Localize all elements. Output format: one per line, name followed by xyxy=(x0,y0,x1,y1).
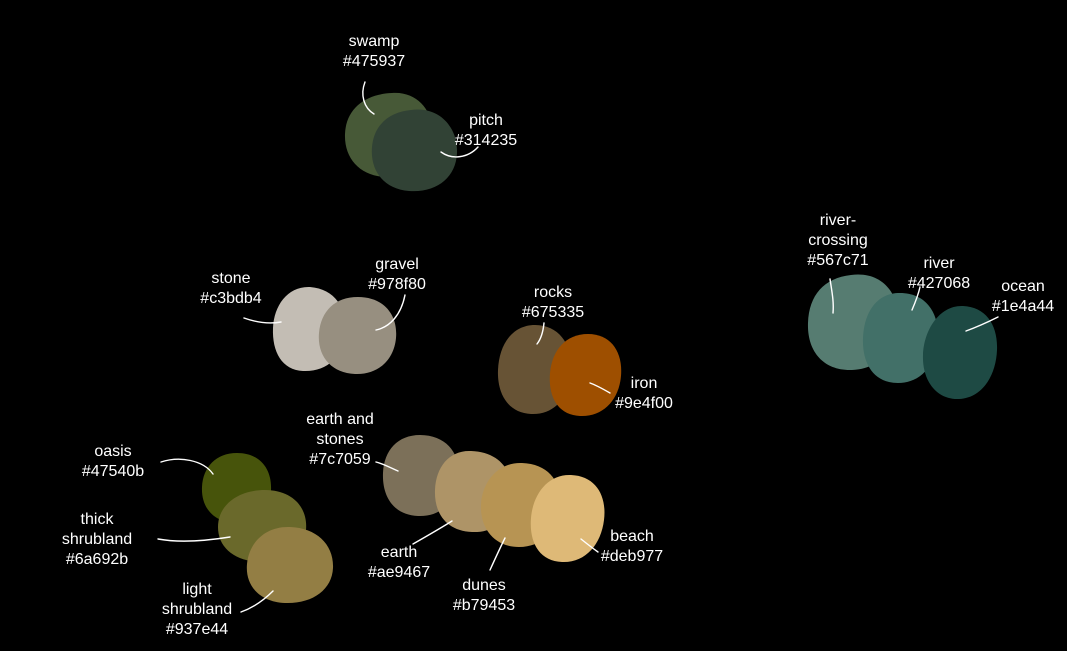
label-line: #475937 xyxy=(343,53,405,70)
label-line: swamp xyxy=(349,33,400,50)
label-line: shrubland xyxy=(62,531,132,548)
swatch-pitch xyxy=(371,109,458,192)
label-oasis: oasis #47540b xyxy=(82,443,144,480)
label-earth: earth #ae9467 xyxy=(368,544,430,581)
swatch-beach xyxy=(530,474,605,563)
label-line: #427068 xyxy=(908,275,970,292)
label-line: stones xyxy=(316,431,363,448)
label-pitch: pitch #314235 xyxy=(455,112,517,149)
label-line: #deb977 xyxy=(601,548,663,565)
label-line: oasis xyxy=(94,443,131,460)
label-line: dunes xyxy=(462,577,506,594)
label-light-shrubland: light shrubland #937e44 xyxy=(162,581,232,638)
leader-thick-shrubland xyxy=(157,536,231,542)
label-line: gravel xyxy=(375,256,419,273)
leader-swamp xyxy=(362,81,375,115)
label-line: #b79453 xyxy=(453,597,515,614)
swatch-iron xyxy=(549,334,622,417)
label-line: #978f80 xyxy=(368,276,426,293)
label-stone: stone #c3bdb4 xyxy=(200,270,261,307)
label-line: river- xyxy=(820,212,856,229)
label-line: #47540b xyxy=(82,463,144,480)
label-line: #675335 xyxy=(522,304,584,321)
label-river: river #427068 xyxy=(908,255,970,292)
label-dunes: dunes #b79453 xyxy=(453,577,515,614)
group-water xyxy=(807,274,998,400)
group-shrubs xyxy=(201,453,334,604)
label-line: #1e4a44 xyxy=(992,298,1054,315)
label-ocean: ocean #1e4a44 xyxy=(992,278,1054,315)
leader-rocks xyxy=(536,322,545,345)
leader-stone xyxy=(243,317,282,324)
label-line: #7c7059 xyxy=(309,451,370,468)
leader-earth xyxy=(412,520,453,545)
leader-iron xyxy=(589,382,611,394)
label-line: rocks xyxy=(534,284,572,301)
swatch-ocean xyxy=(922,305,998,400)
label-line: #c3bdb4 xyxy=(200,290,261,307)
leader-lines xyxy=(157,81,999,613)
leader-pitch xyxy=(440,146,479,158)
label-line: shrubland xyxy=(162,601,232,618)
leader-river-crossing xyxy=(829,278,834,314)
label-line: light xyxy=(182,581,212,598)
label-line: #9e4f00 xyxy=(615,395,673,412)
labels: swamp #475937 pitch #314235 stone #c3bdb4 g… xyxy=(62,33,1054,638)
label-line: iron xyxy=(631,375,658,392)
leader-light-shrubland xyxy=(240,590,274,613)
leader-beach xyxy=(580,538,599,553)
label-line: crossing xyxy=(808,232,868,249)
label-line: thick xyxy=(81,511,115,528)
label-iron: iron #9e4f00 xyxy=(615,375,673,412)
leader-ocean xyxy=(965,316,999,332)
group-swamp-pitch xyxy=(344,92,458,192)
label-line: stone xyxy=(211,270,250,287)
label-line: earth xyxy=(381,544,417,561)
group-stone-gravel xyxy=(272,286,397,375)
label-thick-shrubland: thick shrubland #6a692b xyxy=(62,511,132,568)
swatch-gravel xyxy=(318,297,397,375)
label-earth-and-stones: earth and stones #7c7059 xyxy=(306,411,374,468)
label-line: #314235 xyxy=(455,132,517,149)
leader-river xyxy=(911,286,921,311)
label-line: #ae9467 xyxy=(368,564,430,581)
label-swamp: swamp #475937 xyxy=(343,33,405,70)
label-line: pitch xyxy=(469,112,503,129)
label-line: #937e44 xyxy=(166,621,228,638)
leader-dunes xyxy=(489,537,506,571)
group-sands xyxy=(382,435,605,563)
label-gravel: gravel #978f80 xyxy=(368,256,426,293)
group-rocks-iron xyxy=(497,325,622,417)
label-beach: beach #deb977 xyxy=(601,528,663,565)
swatch-light-shrubland xyxy=(246,526,334,604)
leader-gravel xyxy=(375,294,406,331)
label-line: river xyxy=(923,255,955,272)
label-line: earth and xyxy=(306,411,374,428)
label-river-crossing: river-crossing #567c71 xyxy=(807,212,868,269)
leader-earth-and-stones xyxy=(375,461,399,472)
swatch-river xyxy=(862,292,939,383)
label-line: #6a692b xyxy=(66,551,128,568)
label-line: beach xyxy=(610,528,654,545)
label-rocks: rocks #675335 xyxy=(522,284,584,321)
label-line: #567c71 xyxy=(807,252,868,269)
leader-oasis xyxy=(160,458,214,475)
label-line: ocean xyxy=(1001,278,1045,295)
